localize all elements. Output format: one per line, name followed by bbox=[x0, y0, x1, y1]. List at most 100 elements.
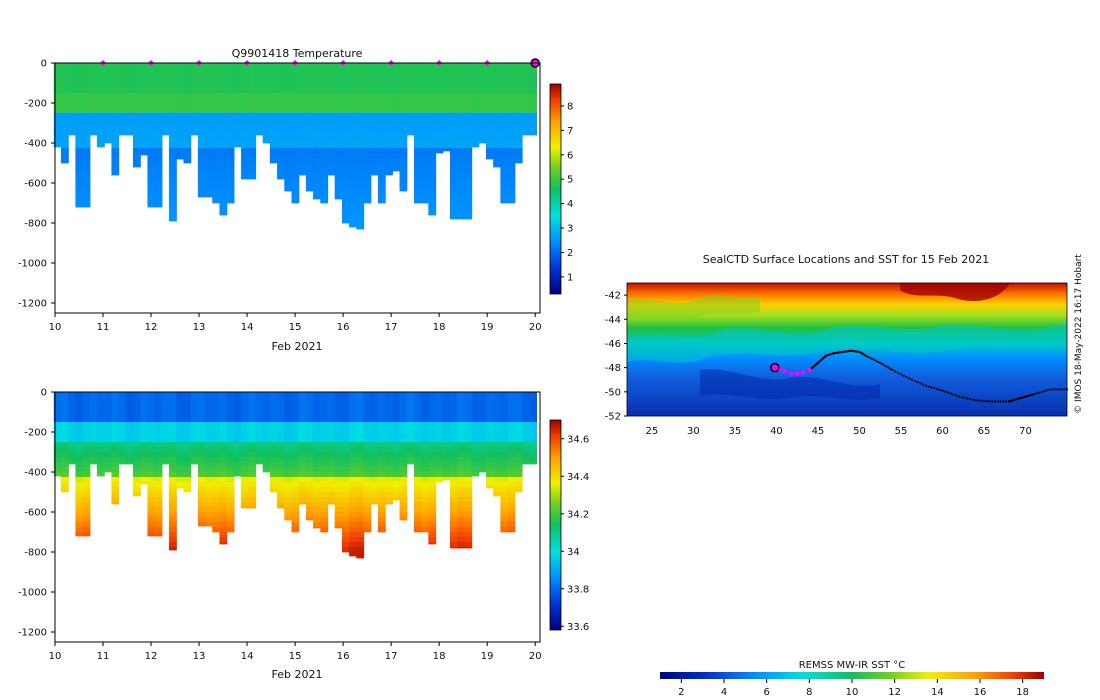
salinity-profile-cell bbox=[428, 492, 437, 498]
temperature-profile-cell bbox=[241, 78, 249, 84]
temperature-profile-cell bbox=[356, 123, 365, 129]
temperature-profile-cell bbox=[521, 98, 530, 104]
salinity-profile-cell bbox=[169, 497, 177, 503]
salinity-profile-cell bbox=[413, 507, 422, 513]
sst-colorbar-tick-label: 10 bbox=[846, 687, 859, 698]
salinity-profile-cell bbox=[356, 457, 365, 463]
temperature-profile-cell bbox=[277, 93, 285, 99]
temperature-xtick-label: 11 bbox=[97, 322, 110, 333]
salinity-profile-cell bbox=[205, 472, 213, 478]
temperature-profile-cell bbox=[428, 148, 437, 154]
temperature-profile-cell bbox=[104, 128, 113, 134]
temperature-profile-cell bbox=[457, 93, 465, 99]
temperature-profile-cell bbox=[97, 83, 105, 89]
salinity-profile-cell bbox=[421, 477, 429, 483]
salinity-profile-cell bbox=[327, 452, 336, 458]
temperature-ytick-label: 0 bbox=[41, 59, 47, 70]
temperature-profile-cell bbox=[104, 73, 113, 79]
salinity-profile-cell bbox=[125, 447, 134, 453]
temperature-profile-cell bbox=[457, 78, 465, 84]
salinity-profile-cell bbox=[464, 487, 473, 493]
salinity-profile-cell bbox=[320, 472, 329, 478]
temperature-profile-cell bbox=[377, 193, 386, 199]
salinity-profile-cell bbox=[363, 487, 372, 493]
salinity-profile-cell bbox=[421, 502, 429, 508]
salinity-profile-cell bbox=[341, 432, 350, 438]
temperature-profile-cell bbox=[133, 78, 141, 84]
salinity-profile-cell bbox=[262, 452, 271, 458]
salinity-profile-cell bbox=[89, 392, 98, 398]
temperature-profile-cell bbox=[233, 68, 242, 74]
temperature-profile-cell bbox=[75, 193, 84, 199]
temperature-profile-cell bbox=[457, 118, 465, 124]
salinity-profile-cell bbox=[61, 462, 69, 468]
temperature-profile-cell bbox=[111, 68, 120, 74]
temperature-profile-cell bbox=[219, 188, 228, 194]
salinity-profile-cell bbox=[313, 452, 321, 458]
salinity-profile-cell bbox=[284, 452, 293, 458]
salinity-profile-cell bbox=[169, 502, 177, 508]
salinity-profile-cell bbox=[241, 457, 249, 463]
salinity-profile-cell bbox=[298, 437, 307, 443]
temperature-profile-cell bbox=[226, 68, 235, 74]
temperature-profile-cell bbox=[82, 178, 91, 184]
salinity-profile-cell bbox=[82, 497, 91, 503]
salinity-profile-cell bbox=[233, 467, 242, 473]
salinity-profile-cell bbox=[435, 437, 444, 443]
temperature-profile-cell bbox=[514, 108, 523, 114]
temperature-profile-cell bbox=[449, 133, 458, 139]
temperature-profile-cell bbox=[363, 148, 372, 154]
salinity-profile-cell bbox=[363, 477, 372, 483]
salinity-profile-cell bbox=[53, 462, 62, 468]
temperature-profile-cell bbox=[154, 168, 163, 174]
temperature-profile-cell bbox=[334, 178, 343, 184]
temperature-profile-cell bbox=[514, 148, 523, 154]
salinity-profile-cell bbox=[457, 532, 465, 538]
salinity-profile-cell bbox=[226, 417, 235, 423]
temperature-profile-cell bbox=[320, 133, 329, 139]
salinity-profile-cell bbox=[442, 397, 451, 403]
temperature-profile-cell bbox=[255, 113, 264, 119]
temperature-profile-cell bbox=[133, 103, 141, 109]
temperature-profile-cell bbox=[377, 153, 386, 159]
temperature-profile-cell bbox=[147, 93, 156, 99]
salinity-profile-cell bbox=[248, 402, 257, 408]
temperature-profile-cell bbox=[212, 93, 221, 99]
temperature-profile-cell bbox=[356, 183, 365, 189]
temperature-profile-cell bbox=[97, 108, 105, 114]
salinity-profile-cell bbox=[269, 407, 278, 413]
salinity-profile-cell bbox=[313, 527, 321, 529]
temperature-profile-cell bbox=[363, 178, 372, 184]
track-point bbox=[963, 396, 966, 399]
salinity-profile-cell bbox=[399, 392, 408, 398]
temperature-profile-cell bbox=[197, 88, 206, 94]
temperature-profile-cell bbox=[349, 63, 357, 69]
salinity-profile-cell bbox=[262, 422, 271, 428]
temperature-profile-cell bbox=[392, 103, 401, 109]
salinity-profile-cell bbox=[97, 442, 105, 448]
salinity-profile-cell bbox=[349, 407, 357, 413]
salinity-profile-cell bbox=[125, 462, 134, 465]
salinity-profile-cell bbox=[241, 437, 249, 443]
recent-location-point bbox=[789, 371, 794, 376]
temperature-profile-cell bbox=[514, 73, 523, 79]
salinity-profile-cell bbox=[248, 492, 257, 498]
temperature-profile-cell bbox=[399, 78, 408, 84]
temperature-profile-cell bbox=[313, 183, 321, 189]
sst-axes-frame bbox=[626, 282, 1068, 417]
temperature-profile-cell bbox=[449, 193, 458, 199]
temperature-profile-cell bbox=[169, 143, 177, 149]
temperature-profile-cell bbox=[226, 108, 235, 114]
salinity-profile-cell bbox=[226, 392, 235, 398]
salinity-profile-cell bbox=[133, 442, 141, 448]
salinity-profile-cell bbox=[500, 517, 509, 523]
temperature-profile-cell bbox=[370, 78, 379, 84]
salinity-xtick-label: 18 bbox=[433, 651, 446, 662]
temperature-profile-cell bbox=[313, 103, 321, 109]
temperature-profile-cell bbox=[89, 113, 98, 119]
track-point bbox=[957, 395, 961, 398]
salinity-profile-cell bbox=[226, 492, 235, 498]
temperature-profile-cell bbox=[255, 83, 264, 89]
salinity-profile-cell bbox=[457, 527, 465, 533]
salinity-profile-cell bbox=[298, 487, 307, 493]
